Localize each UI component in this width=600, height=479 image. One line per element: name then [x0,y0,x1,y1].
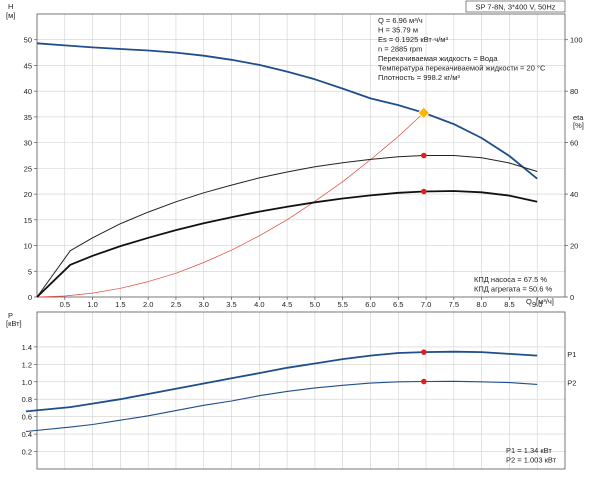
top-left-ticklabel-9: 45 [24,61,32,70]
p-ticklabel-1: 0.4 [22,430,32,439]
info-line-2: Es = 0.1925 кВт·ч/м³ [378,35,448,44]
top-series-0 [36,42,538,180]
p-axis-unit: [кВт] [6,319,22,328]
frame-layer [34,0,568,470]
top-left-ticklabel-8: 40 [24,87,32,96]
p-ticklabel-2: 0.6 [22,413,32,422]
x-ticklabel-2: 1.5 [115,300,125,309]
top-marker-2 [421,188,427,195]
eff-line-1: КПД агрегата = 50.6 % [474,285,552,294]
top-left-ticklabel-7: 35 [24,113,32,122]
top-left-ticklabel-10: 50 [24,36,32,45]
info-line-3: n = 2885 rpm [378,45,422,54]
top-left-ticklabel-3: 15 [24,216,32,225]
top-series-1 [36,112,425,298]
top-series-3 [36,190,538,298]
p-ticklabel-5: 1.2 [22,360,32,369]
power-summary-0: P1 = 1.34 кВт [506,446,552,455]
top-right-ticklabel-3: 60 [570,139,578,148]
top-right-ticklabel-5: 100 [570,36,583,45]
top-plot-frame [36,13,566,298]
grid-layer [37,14,565,469]
header-text: SP 7-8N, 3*400 V, 50Hz [475,3,555,12]
top-left-ticklabel-1: 5 [28,267,32,276]
power-summary-1: P2 = 1.003 кВт [506,456,557,465]
x-ticklabel-16: 8.5 [504,300,514,309]
bottom-marker-0 [421,349,427,355]
y-right-unit: [%] [573,121,584,130]
p-axis-label: P [8,311,13,320]
top-right-ticklabel-4: 80 [570,87,578,96]
markers-layer [417,106,431,385]
eff-line-0: КПД насоса = 67.5 % [474,275,547,284]
x-ticklabel-5: 3.0 [199,300,209,309]
p-ticklabel-3: 0.8 [22,395,32,404]
top-left-ticklabel-6: 30 [24,139,32,148]
info-line-5: Температура перекачиваемой жидкости = 20… [378,64,546,73]
top-left-ticklabel-2: 10 [24,242,32,251]
text-layer: SP 7-8N, 3*400 V, 50Hz H[м] eta[%] Q [м³/ч] P… [6,2,584,465]
bottom-marker-1 [421,378,427,385]
y-left-label: H [8,2,13,11]
x-ticklabel-6: 3.5 [226,300,236,309]
bottom-plot-frame [36,311,566,470]
x-ticklabel-4: 2.5 [171,300,181,309]
info-line-4: Перекачиваемая жидкость = Вода [378,54,498,63]
y-left-unit: [м] [6,11,15,20]
top-right-ticklabel-1: 20 [570,242,578,251]
bottom-series-P2 [25,380,538,433]
x-ticklabel-17: 9.0 [532,300,542,309]
y-right-label: eta [573,113,584,122]
bottom-series-label-P1: P1 [567,350,576,359]
top-left-ticklabel-4: 20 [24,190,32,199]
x-ticklabel-3: 2.0 [143,300,153,309]
x-ticklabel-13: 7.0 [421,300,431,309]
x-ticklabel-1: 1.0 [87,300,97,309]
x-axis-unit: [м³/ч] [536,297,554,306]
p-ticklabel-0: 0.2 [22,448,32,457]
x-ticklabel-9: 5.0 [310,300,320,309]
x-ticklabel-8: 4.5 [282,300,292,309]
x-ticklabel-15: 8.0 [476,300,486,309]
top-left-ticklabel-5: 25 [24,164,32,173]
info-line-6: Плотность = 998.2 кг/м³ [378,73,460,82]
p-ticklabel-4: 1.0 [22,378,32,387]
x-axis-label: Q [526,297,532,306]
x-ticklabel-12: 6.5 [393,300,403,309]
top-series-2 [36,155,538,298]
bottom-series-label-P2: P2 [567,379,576,388]
top-right-ticklabel-2: 40 [570,190,578,199]
header-box [465,0,566,13]
info-line-1: H = 35.79 м [378,26,418,35]
top-marker-1 [421,152,427,159]
info-line-0: Q = 6.96 м³/ч [378,16,423,25]
x-ticklabel-7: 4.0 [254,300,264,309]
x-ticklabel-10: 5.5 [337,300,347,309]
x-ticklabel-0: 0.5 [60,300,70,309]
top-left-ticklabel-0: 0 [28,293,32,302]
bottom-series-P1 [25,350,538,413]
top-right-ticklabel-0: 0 [570,293,574,302]
p-ticklabel-6: 1.4 [22,343,32,352]
x-ticklabel-11: 6.0 [365,300,375,309]
series-layer [25,42,538,433]
duty-point-marker [417,106,431,120]
x-ticklabel-14: 7.5 [449,300,459,309]
